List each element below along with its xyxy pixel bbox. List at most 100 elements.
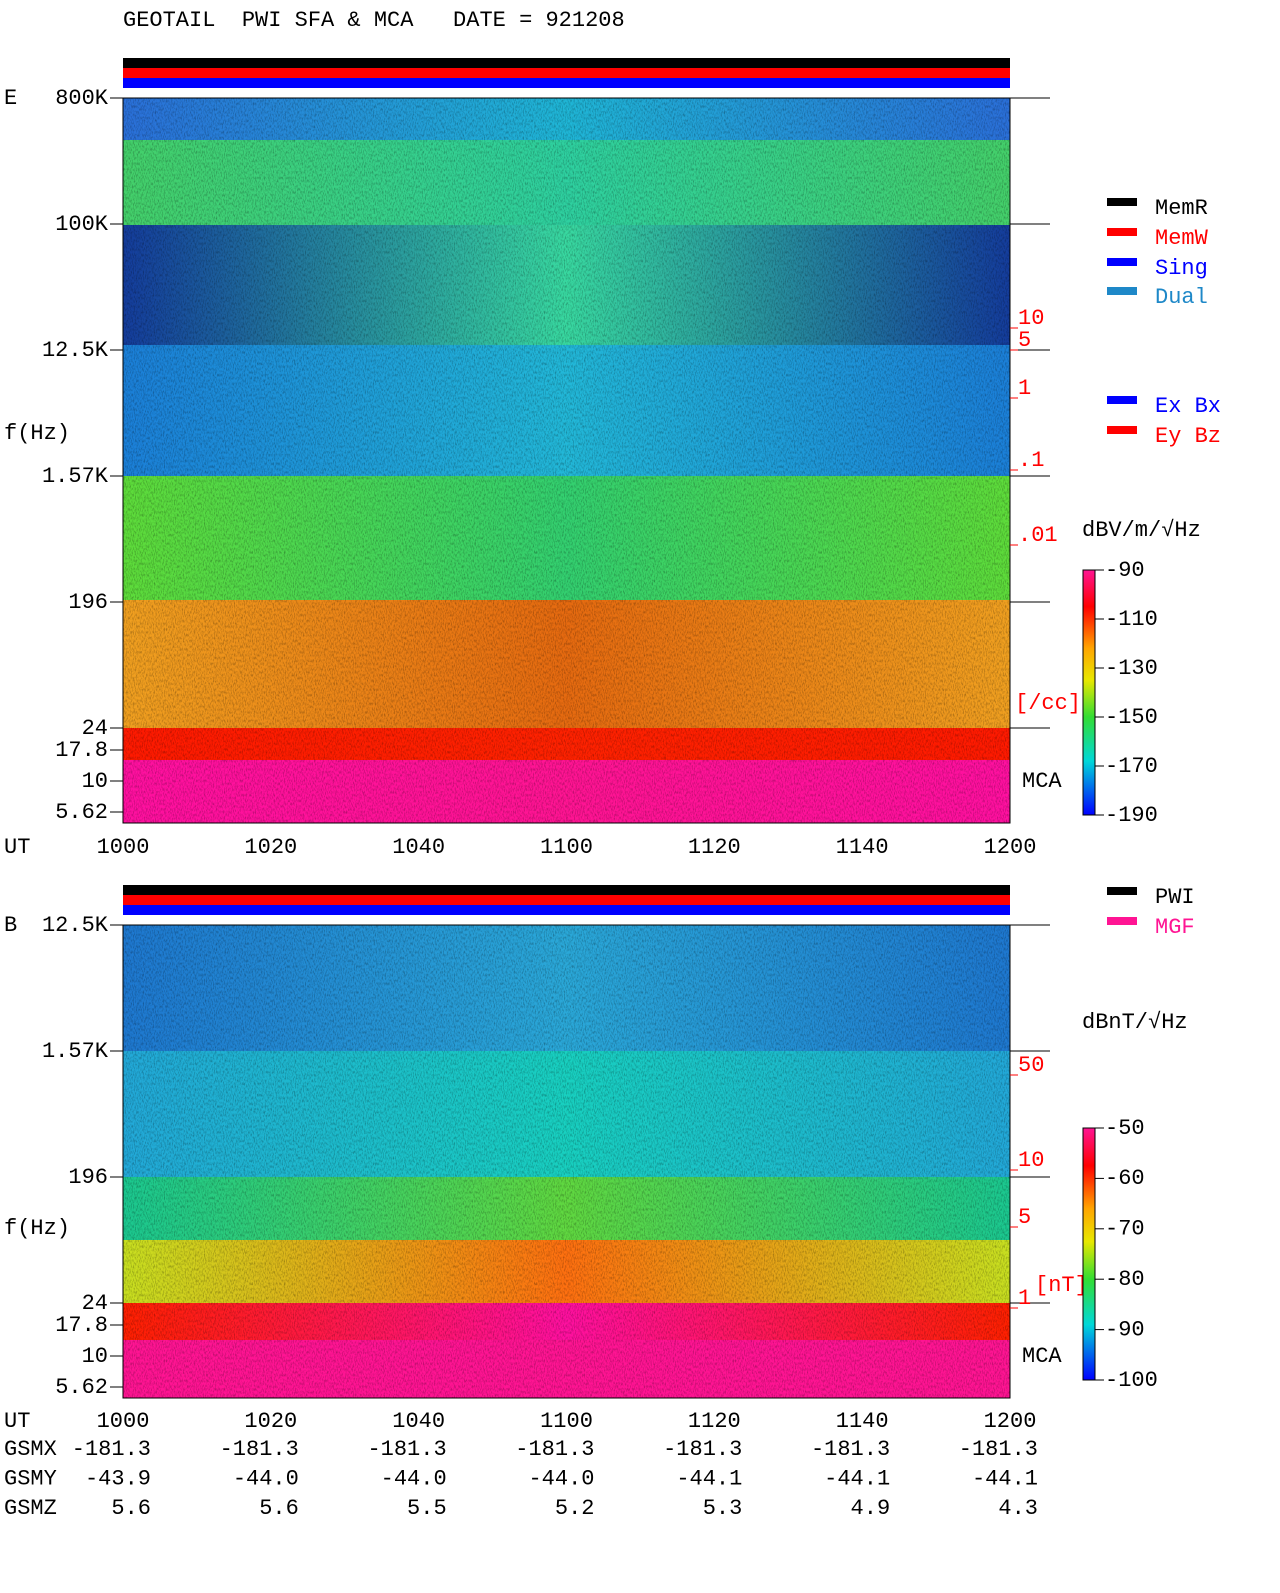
panel-label: E [4, 86, 17, 111]
x-axis-label: UT [4, 1409, 30, 1434]
colorbar-tick-label: -100 [1105, 1368, 1158, 1393]
colorbar-tick-label: -150 [1105, 705, 1158, 730]
colorbar [1082, 1127, 1096, 1381]
orbit-value: -181.3 [811, 1437, 890, 1462]
orbit-value: -181.3 [515, 1437, 594, 1462]
y-tick-label: 196 [68, 590, 108, 615]
density-label: 5 [1018, 328, 1031, 353]
y-tick-label: 1.57K [42, 1039, 109, 1064]
y-tick-label: 12.5K [42, 338, 109, 363]
x-axis-label: UT [4, 835, 30, 860]
orbit-name: GSMX [4, 1437, 57, 1462]
spectrogram-noise [123, 98, 1010, 823]
density-label: 50 [1018, 1053, 1044, 1078]
status-bar [123, 78, 1010, 88]
x-tick-label: 1120 [688, 1409, 741, 1434]
orbit-value: -44.0 [528, 1466, 594, 1491]
plot-frame [122, 97, 1011, 824]
x-tick-label: 1000 [97, 1409, 150, 1434]
panel-label: B [4, 913, 17, 938]
orbit-value: 5.6 [259, 1496, 299, 1521]
colorbar-tick-label: -170 [1105, 754, 1158, 779]
orbit-value: 5.2 [555, 1496, 595, 1521]
y-tick-label: 10 [82, 1344, 108, 1369]
colorbar-tick-label: -190 [1105, 803, 1158, 828]
x-tick-label: 1040 [392, 835, 445, 860]
legend-swatch [1107, 198, 1137, 206]
legend-label: Ex Bx [1155, 394, 1221, 419]
legend-swatch [1107, 426, 1137, 434]
y-tick-label: 24 [82, 1291, 108, 1316]
colorbar-tick-label: -110 [1105, 607, 1158, 632]
legend-swatch [1107, 258, 1137, 266]
density-label: 10 [1018, 1148, 1044, 1173]
y-tick-label: 24 [82, 716, 108, 741]
x-tick-label: 1020 [244, 1409, 297, 1434]
density-label: .01 [1018, 523, 1058, 548]
legend-label: MemR [1155, 196, 1208, 221]
orbit-value: -181.3 [367, 1437, 446, 1462]
colorbar-tick-label: -90 [1105, 558, 1145, 583]
status-bar [123, 895, 1010, 905]
orbit-value: 5.3 [703, 1496, 743, 1521]
y-tick-label: 17.8 [55, 1313, 108, 1338]
legend-label: Sing [1155, 256, 1208, 281]
colorbar-tick-label: -50 [1105, 1116, 1145, 1141]
y-axis-label: f(Hz) [4, 1216, 70, 1241]
legend-label: MGF [1155, 915, 1195, 940]
legend-swatch [1107, 396, 1137, 404]
legend-swatch [1107, 287, 1137, 295]
orbit-value: -44.0 [233, 1466, 299, 1491]
x-tick-label: 1140 [836, 1409, 889, 1434]
mca-label: MCA [1022, 769, 1062, 794]
orbit-value: -181.3 [959, 1437, 1038, 1462]
density-label: 10 [1018, 306, 1044, 331]
colorbar-tick-label: -130 [1105, 656, 1158, 681]
x-tick-label: 1100 [540, 1409, 593, 1434]
colorbar-tick-label: -70 [1105, 1217, 1145, 1242]
y-axis-label: f(Hz) [4, 421, 70, 446]
density-label: 5 [1018, 1205, 1031, 1230]
x-tick-label: 1200 [984, 1409, 1037, 1434]
y-tick-label: 196 [68, 1165, 108, 1190]
x-tick-label: 1120 [688, 835, 741, 860]
title: GEOTAIL PWI SFA & MCA DATE = 921208 [123, 8, 625, 33]
x-tick-label: 1040 [392, 1409, 445, 1434]
orbit-value: 5.5 [407, 1496, 447, 1521]
density-label: 1 [1018, 376, 1031, 401]
status-bar [123, 68, 1010, 78]
density-unit: [/cc] [1015, 691, 1081, 716]
orbit-value: -44.1 [676, 1466, 742, 1491]
y-tick-label: 1.57K [42, 464, 109, 489]
orbit-value: -44.1 [972, 1466, 1038, 1491]
orbit-value: -44.1 [824, 1466, 890, 1491]
legend-label: Ey Bz [1155, 424, 1221, 449]
x-tick-label: 1200 [984, 835, 1037, 860]
y-tick-label: 10 [82, 769, 108, 794]
y-tick-label: 17.8 [55, 738, 108, 763]
orbit-value: -44.0 [381, 1466, 447, 1491]
orbit-value: 5.6 [111, 1496, 151, 1521]
legend-swatch [1107, 228, 1137, 236]
orbit-value: 4.3 [998, 1496, 1038, 1521]
y-tick-label: 5.62 [55, 800, 108, 825]
orbit-name: GSMZ [4, 1496, 57, 1521]
orbit-value: 4.9 [851, 1496, 891, 1521]
colorbar-tick-label: -90 [1105, 1317, 1145, 1342]
x-tick-label: 1000 [97, 835, 150, 860]
colorbar-tick-label: -60 [1105, 1166, 1145, 1191]
y-tick-label: 800K [55, 86, 109, 111]
density-label: .1 [1018, 448, 1044, 473]
x-tick-label: 1020 [244, 835, 297, 860]
legend-label: MemW [1155, 226, 1209, 251]
x-tick-label: 1100 [540, 835, 593, 860]
orbit-value: -181.3 [663, 1437, 742, 1462]
orbit-value: -181.3 [72, 1437, 151, 1462]
colorbar [1082, 569, 1096, 816]
x-tick-label: 1140 [836, 835, 889, 860]
status-bar [123, 58, 1010, 68]
status-bar [123, 905, 1010, 915]
legend-swatch [1107, 917, 1137, 925]
density-unit: [nT] [1035, 1273, 1088, 1298]
